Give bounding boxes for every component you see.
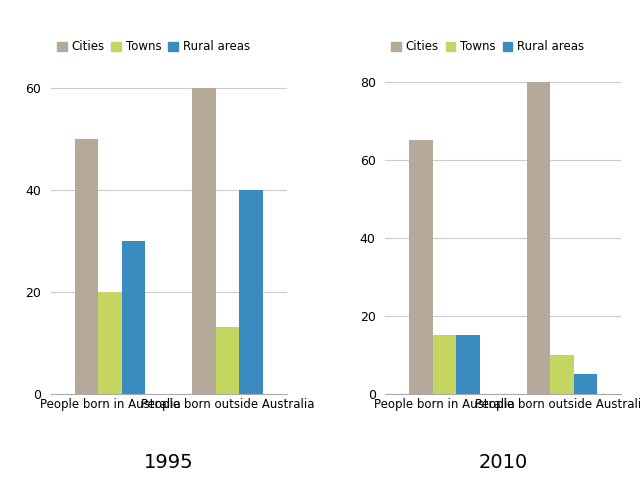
Legend: Cities, Towns, Rural areas: Cities, Towns, Rural areas xyxy=(57,40,250,53)
Bar xyxy=(239,190,263,394)
Bar xyxy=(456,335,479,394)
Text: 1995: 1995 xyxy=(144,453,194,472)
Legend: Cities, Towns, Rural areas: Cities, Towns, Rural areas xyxy=(391,40,584,53)
Bar xyxy=(550,355,573,394)
Bar xyxy=(122,241,145,394)
Bar xyxy=(573,374,597,394)
Text: 2010: 2010 xyxy=(479,453,528,472)
Bar xyxy=(216,327,239,394)
Bar xyxy=(409,140,433,394)
Bar xyxy=(99,292,122,394)
Bar xyxy=(75,139,99,394)
Bar xyxy=(433,335,456,394)
Bar xyxy=(193,88,216,394)
Bar xyxy=(527,82,550,394)
